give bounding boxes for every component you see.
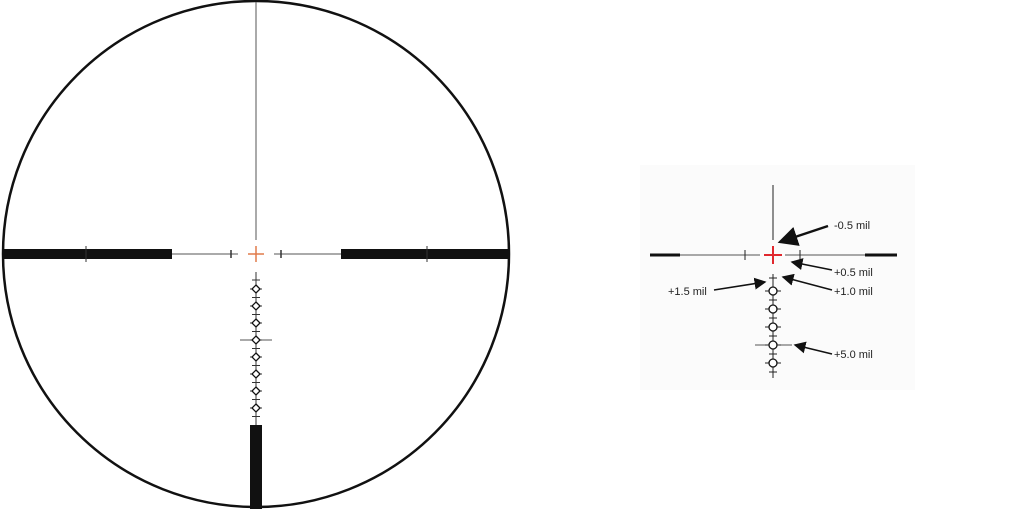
holdover-circle: [768, 358, 778, 368]
label-plus-1-5: +1.5 mil: [668, 286, 707, 298]
main-reticle: [1, 0, 511, 509]
holdover-circle: [768, 286, 778, 296]
inset-center-cross: [764, 246, 782, 264]
label-plus-0-5: +0.5 mil: [834, 267, 873, 279]
inset-reticle: -0.5 mil +0.5 mil +1.0 mil +1.5 mil +5.0…: [640, 165, 915, 390]
holdover-circle: [768, 340, 778, 350]
holdover-dot: [251, 284, 261, 294]
right-thick-post: [341, 249, 510, 259]
holdover-dot: [251, 301, 261, 311]
left-thick-post: [2, 249, 172, 259]
holdover-circle: [768, 322, 778, 332]
holdover-dot: [251, 386, 261, 396]
holdover-dot: [251, 352, 261, 362]
holdover-dot: [251, 403, 261, 413]
label-minus-0-5: -0.5 mil: [834, 220, 870, 232]
holdover-dot: [251, 369, 261, 379]
holdover-dot: [251, 335, 261, 345]
center-cross: [248, 246, 264, 262]
label-plus-1-0: +1.0 mil: [834, 286, 873, 298]
holdover-dot: [251, 318, 261, 328]
holdover-circle: [768, 304, 778, 314]
label-plus-5-0: +5.0 mil: [834, 349, 873, 361]
bottom-thick-post: [250, 425, 262, 509]
